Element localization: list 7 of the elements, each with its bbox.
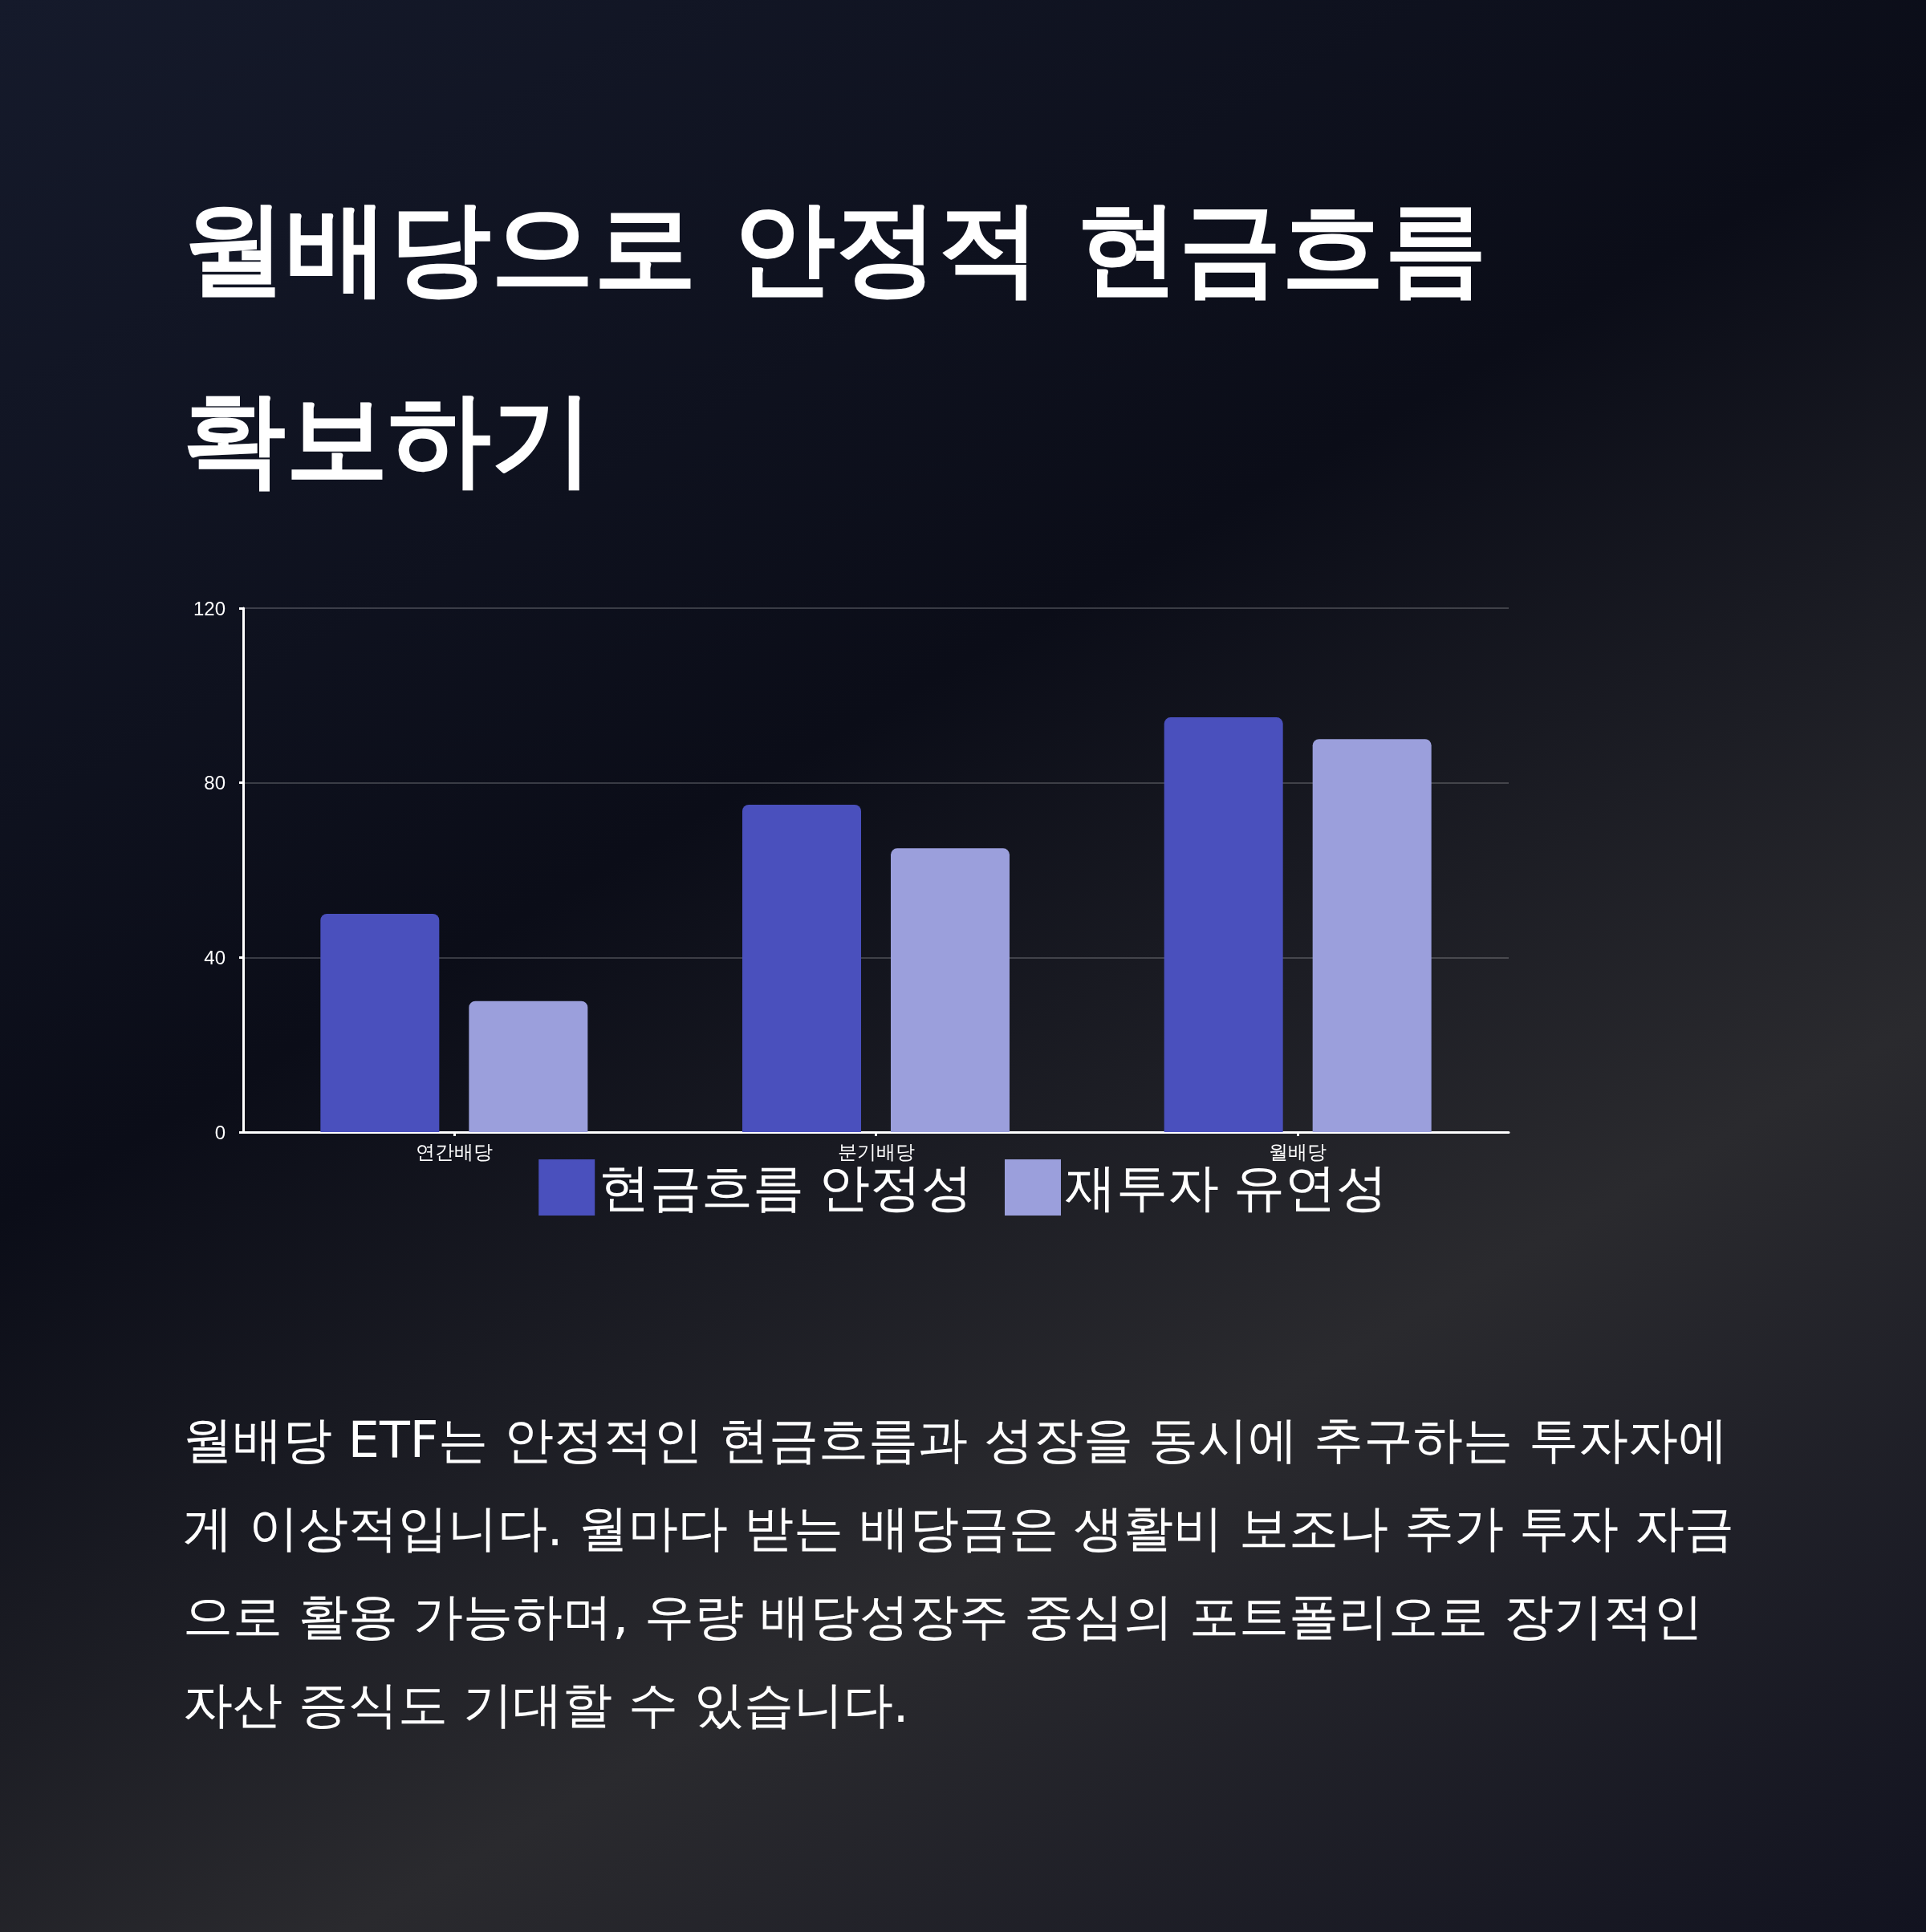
y-tick-label: 0 bbox=[214, 1121, 226, 1143]
y-tick-label: 40 bbox=[204, 946, 226, 968]
y-tick-label: 120 bbox=[193, 597, 226, 619]
x-tick-label: 연간배당 bbox=[415, 1140, 493, 1163]
chart-title: 월배당으로 안정적 현금흐름 확보하기 bbox=[183, 187, 1489, 500]
y-tick-label: 80 bbox=[204, 772, 226, 794]
text: 월배당 ETF는 안정적인 현금흐름과 성장을 동시에 추구하는 투자자에게 이상적입니다. 월마다 받는 배당금은 생활비 보조나 추가 투자 자금으로 활용 가능하며, 우량 배당성장주 중심의 포트폴리오로 장기적인 자산 증식도 기대할 수 있습니다. bbox=[183, 1410, 1736, 1735]
